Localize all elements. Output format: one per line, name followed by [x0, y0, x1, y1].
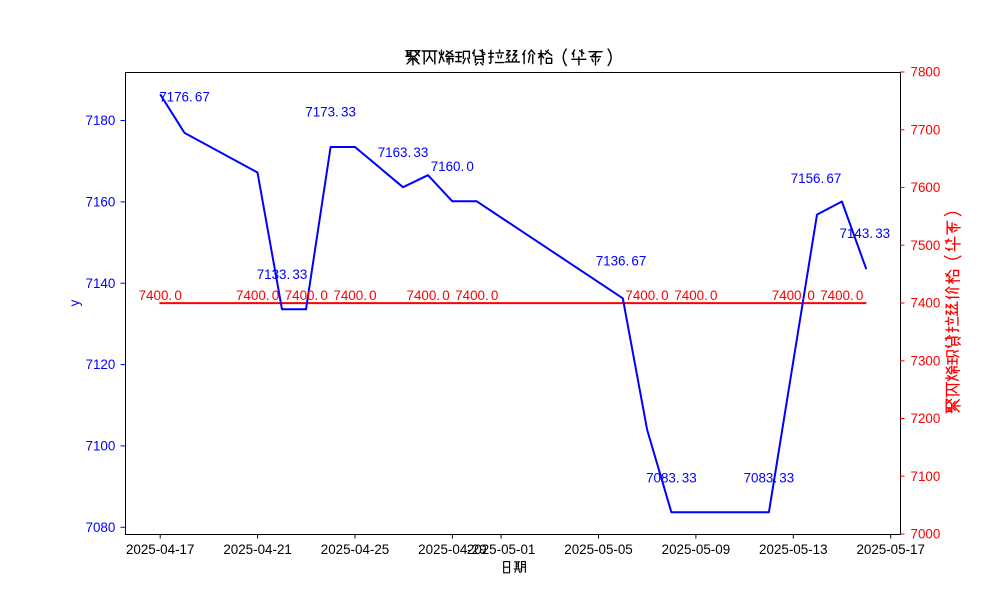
svg-text:2025-04-21: 2025-04-21 — [223, 542, 292, 557]
svg-text:2025-05-13: 2025-05-13 — [759, 542, 828, 557]
svg-text:7400.0: 7400. 0 — [772, 288, 815, 303]
svg-text:7100: 7100 — [911, 469, 941, 484]
svg-text:7160: 7160 — [86, 195, 116, 210]
svg-text:7180: 7180 — [86, 113, 116, 128]
svg-text:y: y — [67, 299, 82, 306]
svg-text:7400.0: 7400. 0 — [820, 288, 863, 303]
svg-text:7700: 7700 — [911, 122, 941, 137]
svg-text:7200: 7200 — [911, 411, 941, 426]
svg-text:2025-04-29: 2025-04-29 — [418, 542, 487, 557]
svg-text:7400.0: 7400. 0 — [285, 288, 328, 303]
svg-text:7400.0: 7400. 0 — [625, 288, 668, 303]
svg-text:7120: 7120 — [86, 357, 116, 372]
svg-text:7176.67: 7176. 67 — [159, 90, 210, 105]
svg-text:7400.0: 7400. 0 — [139, 288, 182, 303]
svg-text:7000: 7000 — [911, 527, 941, 542]
svg-text:7163.33: 7163. 33 — [378, 145, 429, 160]
svg-text:7136.67: 7136. 67 — [596, 254, 647, 269]
svg-text:7083.33: 7083. 33 — [744, 470, 795, 485]
svg-text:2025-04-25: 2025-04-25 — [321, 542, 390, 557]
svg-text:7400.0: 7400. 0 — [407, 288, 450, 303]
svg-text:7083.33: 7083. 33 — [646, 470, 697, 485]
svg-text:2025-05-01: 2025-05-01 — [467, 542, 536, 557]
svg-text:7500: 7500 — [911, 238, 941, 253]
svg-text:7600: 7600 — [911, 180, 941, 195]
svg-text:7160.0: 7160. 0 — [431, 159, 474, 174]
svg-text:7173.33: 7173. 33 — [305, 105, 356, 120]
svg-text:7080: 7080 — [86, 520, 116, 535]
svg-text:2025-05-17: 2025-05-17 — [856, 542, 925, 557]
svg-text:7800: 7800 — [911, 65, 941, 80]
svg-text:2025-05-09: 2025-05-09 — [662, 542, 731, 557]
svg-text:7400.0: 7400. 0 — [455, 288, 498, 303]
svg-text:7133.33: 7133. 33 — [257, 267, 308, 282]
svg-text:7143.33: 7143. 33 — [839, 226, 890, 241]
svg-text:7400.0: 7400. 0 — [333, 288, 376, 303]
svg-text:2025-04-17: 2025-04-17 — [126, 542, 195, 557]
svg-text:7300: 7300 — [911, 353, 941, 368]
svg-text:7140: 7140 — [86, 276, 116, 291]
svg-text:7156.67: 7156. 67 — [791, 171, 842, 186]
svg-text:7400: 7400 — [911, 296, 941, 311]
svg-text:7400.0: 7400. 0 — [674, 288, 717, 303]
svg-text:7100: 7100 — [86, 439, 116, 454]
svg-text:7400.0: 7400. 0 — [236, 288, 279, 303]
svg-text:2025-05-05: 2025-05-05 — [564, 542, 633, 557]
